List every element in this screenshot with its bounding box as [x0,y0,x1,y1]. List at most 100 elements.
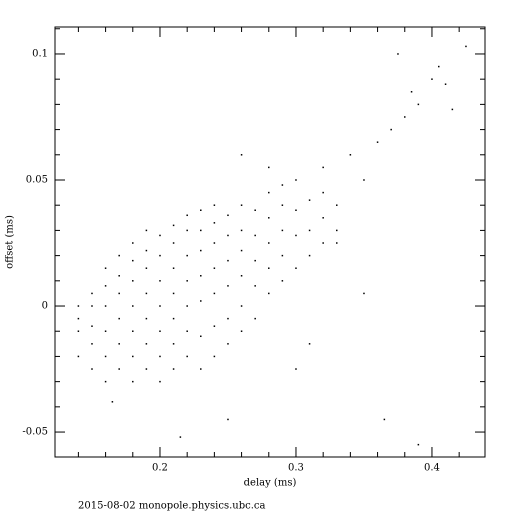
point [200,368,202,370]
point [132,330,134,332]
point [91,305,93,307]
point [104,380,107,383]
point [118,254,120,257]
point [295,368,297,370]
point [179,436,182,438]
point [268,292,270,295]
point [213,292,216,295]
point [227,259,229,262]
point [336,242,338,244]
point [227,214,229,217]
point [254,285,256,287]
point [145,267,148,269]
point [200,275,202,277]
point [132,280,134,282]
point [227,418,229,421]
point [213,242,216,244]
point [322,191,324,194]
point [118,275,120,277]
point [213,204,216,206]
point [254,209,256,211]
point [118,368,120,370]
point [227,343,229,345]
point [159,355,161,358]
point [91,292,93,295]
point [281,280,284,282]
point [240,305,243,307]
point [118,317,120,320]
footer: 2015-08-02 monopole.physics.ubc.ca [78,501,265,512]
point [200,249,202,252]
point [200,300,202,302]
point [186,229,188,232]
x-tick-label: 0.2 [152,463,168,474]
point [322,217,324,219]
point [295,234,297,237]
point [240,204,243,206]
y-tick-label: 0.1 [32,48,48,59]
point [254,259,256,262]
point [227,234,229,237]
point [132,355,134,358]
point [186,330,188,332]
point [91,343,93,345]
point [240,154,243,156]
point [295,179,297,181]
point [363,179,365,181]
point [240,229,243,232]
point [417,443,420,446]
point [227,285,229,287]
point [268,166,270,169]
point [213,222,216,224]
point [145,229,148,232]
point [77,317,80,320]
point [268,217,270,219]
point [465,45,467,48]
point [363,292,365,295]
point [308,229,311,232]
point [77,355,80,358]
y-tick-label: -0.05 [22,427,48,438]
point [145,292,148,295]
point [118,343,120,345]
point [145,317,148,320]
point [145,249,148,252]
point [111,401,114,403]
point [172,368,175,370]
point [268,242,270,244]
plot-frame [54,26,486,458]
point [200,209,202,211]
x-tick-label: 0.3 [288,463,304,474]
point [104,305,107,307]
point [172,267,175,269]
point [397,53,399,55]
point [145,368,148,370]
point [336,229,338,232]
point [132,380,134,383]
point [186,280,188,282]
point [159,305,161,307]
point [438,65,440,68]
point [172,224,175,227]
point [349,154,352,156]
point [240,330,243,332]
point [281,229,284,232]
point [383,418,386,421]
point [431,78,433,80]
point [132,242,134,244]
point [91,325,93,327]
point [268,267,270,269]
point [213,325,216,327]
point [145,343,148,345]
point [159,234,161,237]
point [104,267,107,269]
y-axis-label: offset (ms) [5,215,16,269]
point [451,108,454,111]
point [308,199,311,201]
point [118,292,120,295]
point [104,330,107,332]
point [254,317,256,320]
point [254,234,256,237]
